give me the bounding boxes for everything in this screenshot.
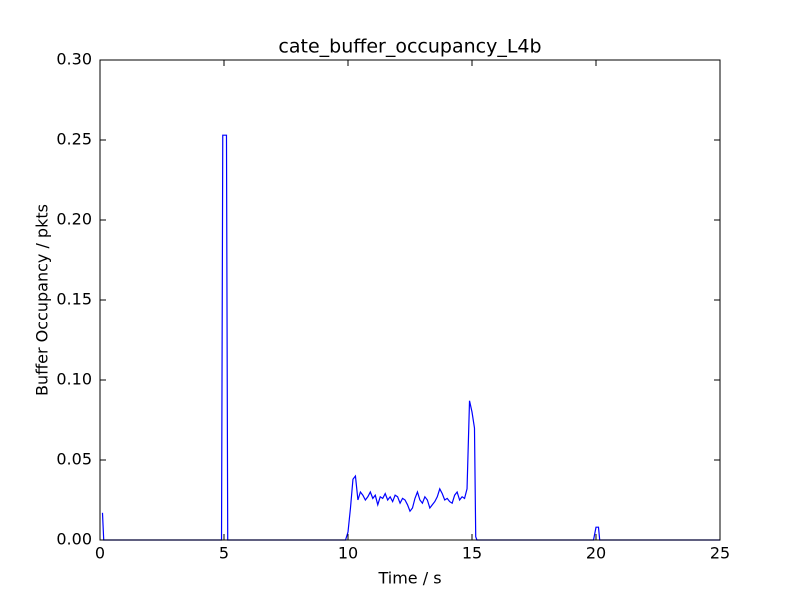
x-tick-label: 5 [219,544,229,563]
plot-frame [99,59,721,541]
y-tick-label: 0.25 [56,130,92,149]
y-tick-label: 0.10 [56,370,92,389]
x-tick-label: 10 [338,544,358,563]
x-axis-label: Time / s [377,569,441,588]
y-tick-label: 0.30 [56,50,92,69]
y-tick-label: 0.20 [56,210,92,229]
x-tick-label: 0 [95,544,105,563]
data-line [101,134,720,541]
y-tick-label: 0.05 [56,450,92,469]
x-tick-label: 15 [462,544,482,563]
chart-title: cate_buffer_occupancy_L4b [278,36,541,58]
y-axis-label: Buffer Occupancy / pkts [33,204,52,396]
y-tick-label: 0.00 [56,530,92,549]
x-tick-label: 25 [710,544,730,563]
x-tick-label: 20 [586,544,606,563]
y-tick-label: 0.15 [56,290,92,309]
